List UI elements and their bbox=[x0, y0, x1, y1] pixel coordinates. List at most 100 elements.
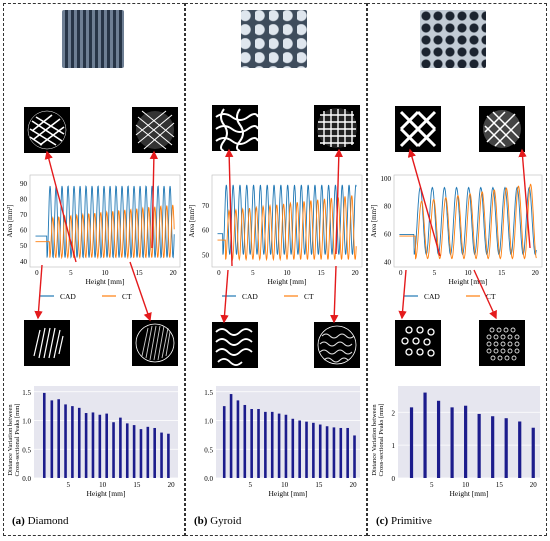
primitive-section-top-right bbox=[479, 106, 525, 152]
x-axis-label: Height [mm] bbox=[268, 277, 307, 286]
x-tick-label: 0 bbox=[399, 269, 403, 277]
bar bbox=[332, 427, 336, 478]
primitive-section-top-left bbox=[395, 106, 441, 152]
x-tick-label: 20 bbox=[532, 269, 540, 277]
x-tick-label: 0 bbox=[35, 269, 39, 277]
x-tick-label: 15 bbox=[496, 481, 504, 489]
bar bbox=[236, 400, 240, 478]
y-tick-label: 2 bbox=[392, 409, 396, 417]
x-tick-label: 10 bbox=[462, 481, 470, 489]
bar bbox=[346, 427, 349, 478]
bar bbox=[257, 409, 260, 478]
x-tick-label: 5 bbox=[249, 481, 253, 489]
y-tick-label: 80 bbox=[384, 203, 392, 211]
x-tick-label: 20 bbox=[350, 481, 358, 489]
bar bbox=[531, 427, 535, 478]
primitive-area-chart: 40 60 80 100 0 5 10 15 20 Height [mm] Area [mm²] CA… bbox=[370, 169, 546, 314]
y-tick-label: 60 bbox=[20, 227, 28, 235]
y-tick-label: 0.5 bbox=[22, 446, 31, 454]
y-tick-label: 80 bbox=[20, 195, 28, 203]
bar bbox=[450, 407, 454, 478]
y-tick-label: 1.5 bbox=[22, 389, 31, 397]
y-tick-label: 40 bbox=[384, 258, 392, 266]
x-tick-label: 10 bbox=[281, 481, 289, 489]
primitive-specimen-photo bbox=[420, 10, 486, 68]
primitive-section-bottom-right bbox=[479, 320, 525, 366]
bar bbox=[491, 416, 495, 478]
bar bbox=[353, 435, 356, 478]
bar bbox=[57, 399, 60, 478]
bar bbox=[270, 411, 274, 478]
x-tick-label: 10 bbox=[99, 481, 107, 489]
bar bbox=[132, 425, 136, 478]
x-tick-label: 10 bbox=[465, 269, 473, 277]
x-tick-label: 20 bbox=[530, 481, 538, 489]
x-tick-label: 5 bbox=[433, 269, 437, 277]
caption-primitive: (c) Primitive bbox=[376, 515, 432, 527]
legend-label: CAD bbox=[424, 292, 440, 301]
bar bbox=[139, 429, 143, 478]
bar bbox=[312, 422, 315, 478]
bar bbox=[277, 413, 281, 478]
bar bbox=[91, 412, 95, 478]
bar bbox=[298, 420, 301, 478]
y-tick-label: 90 bbox=[20, 180, 28, 188]
x-tick-label: 10 bbox=[102, 269, 110, 277]
y-axis-label: Cross-sectional Peaks [mm] bbox=[378, 404, 385, 477]
y-tick-label: 1.0 bbox=[204, 418, 213, 426]
y-axis-label: Distance Variation between bbox=[7, 404, 14, 476]
y-axis-label: Distance Variation between bbox=[371, 404, 378, 476]
panel-primitive: 40 60 80 100 0 5 10 15 20 Height [mm] Area [mm²] CA… bbox=[367, 3, 547, 536]
bar bbox=[167, 433, 170, 478]
x-tick-label: 20 bbox=[352, 269, 360, 277]
x-axis-label: Height [mm] bbox=[269, 489, 308, 498]
y-tick-label: 50 bbox=[202, 252, 210, 260]
caption-gyroid: (b) Gyroid bbox=[194, 515, 242, 527]
legend-label: CT bbox=[304, 292, 314, 301]
bar bbox=[477, 413, 481, 478]
x-axis-label: Height [mm] bbox=[87, 489, 126, 498]
primitive-bar-chart: 0 1 2 5 10 15 20 Height [mm] Distance Variation … bbox=[370, 382, 546, 507]
x-tick-label: 20 bbox=[170, 269, 178, 277]
panel-gyroid: 50 60 70 0 5 10 15 20 Height [mm] Area [mm²] CAD CT… bbox=[185, 3, 367, 536]
diamond-section-bottom-left bbox=[24, 320, 70, 366]
y-tick-label: 0.5 bbox=[204, 446, 213, 454]
bar bbox=[243, 404, 247, 478]
bar bbox=[423, 392, 427, 478]
bar bbox=[146, 426, 150, 478]
bar bbox=[250, 409, 253, 478]
y-tick-label: 1.5 bbox=[204, 389, 213, 397]
bar bbox=[464, 405, 468, 478]
y-tick-label: 0 bbox=[392, 475, 396, 483]
bar bbox=[229, 394, 233, 478]
y-axis-label: Area [mm²] bbox=[6, 204, 14, 237]
bar bbox=[222, 406, 226, 478]
y-tick-label: 0.0 bbox=[22, 475, 31, 483]
y-tick-label: 0.0 bbox=[204, 475, 213, 483]
bar bbox=[125, 423, 129, 478]
legend-label: CAD bbox=[242, 292, 258, 301]
y-axis-label: Cross-sectional Peaks [mm] bbox=[14, 404, 21, 477]
bar bbox=[105, 413, 108, 478]
diamond-specimen-photo bbox=[62, 10, 124, 68]
plot-area bbox=[398, 386, 540, 478]
x-tick-label: 20 bbox=[168, 481, 176, 489]
x-axis-label: Height [mm] bbox=[449, 277, 488, 286]
diamond-bar-chart: 0.0 0.5 1.0 1.5 5 10 15 20 Height [mm] Distance V… bbox=[6, 382, 184, 507]
caption-diamond: (a) Diamond bbox=[12, 515, 69, 527]
bar bbox=[153, 427, 156, 478]
y-tick-label: 60 bbox=[384, 231, 392, 239]
bar bbox=[119, 417, 122, 478]
bar bbox=[42, 392, 46, 478]
y-tick-label: 40 bbox=[20, 258, 28, 266]
legend-label: CT bbox=[486, 292, 496, 301]
y-tick-label: 100 bbox=[381, 175, 392, 183]
x-tick-label: 5 bbox=[430, 481, 434, 489]
y-axis-label: Area [mm²] bbox=[370, 204, 378, 237]
bar bbox=[339, 427, 343, 478]
bar bbox=[284, 414, 288, 478]
bar bbox=[98, 414, 102, 478]
bar bbox=[84, 413, 88, 478]
y-tick-label: 70 bbox=[20, 211, 28, 219]
bar bbox=[436, 400, 441, 478]
